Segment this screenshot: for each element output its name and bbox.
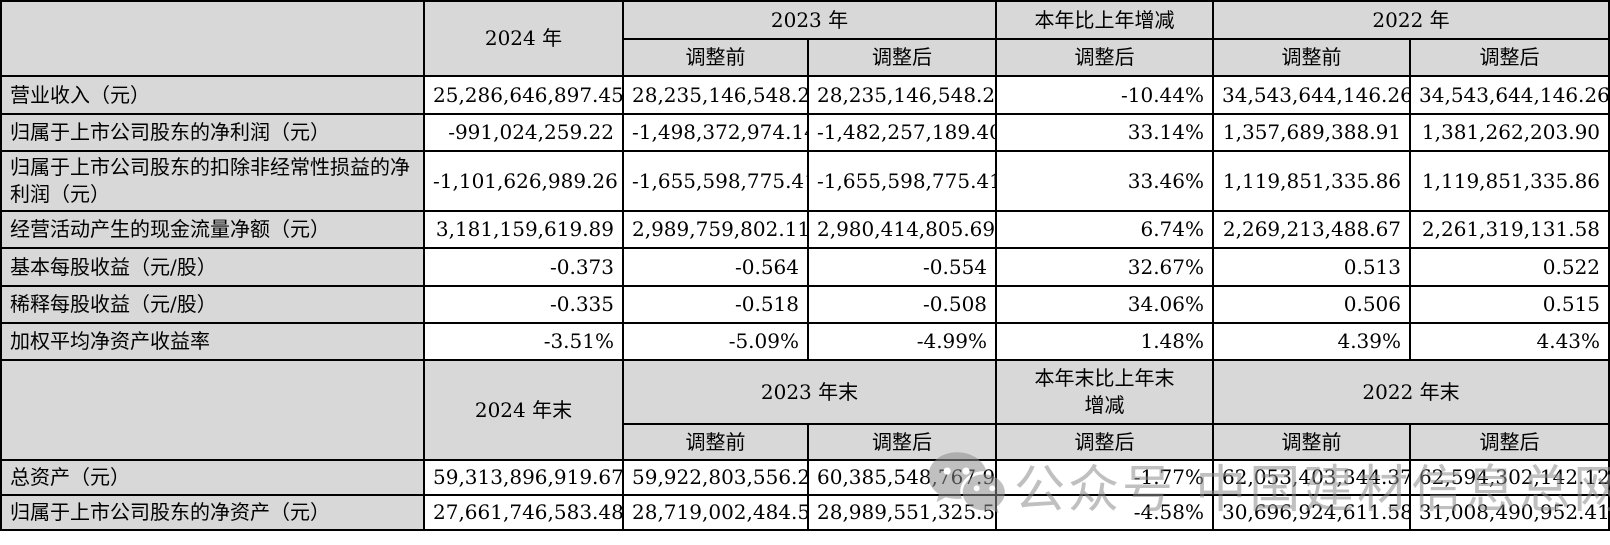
cell-2024: -0.335: [423, 285, 624, 324]
table-row: 归属于上市公司股东的净资产（元） 27,661,746,583.48 28,71…: [0, 494, 1610, 531]
cell-2023-post: -0.508: [806, 285, 998, 324]
subheader-2022-pre: 调整前: [1212, 423, 1412, 461]
cell-2023-post: 2,980,414,805.69: [806, 210, 998, 249]
row-label: 归属于上市公司股东的净资产（元）: [0, 494, 425, 531]
cell-change: 33.46%: [995, 150, 1215, 212]
cell-2022-post: 31,008,490,952.41: [1409, 494, 1610, 531]
subheader-2023-post: 调整后: [806, 38, 998, 77]
cell-2022-pre: 34,543,644,146.26: [1212, 75, 1412, 115]
cell-2023-post: -1,655,598,775.41: [806, 150, 998, 212]
cell-2024: 25,286,646,897.45: [423, 75, 624, 115]
table-row: 经营活动产生的现金流量净额（元） 3,181,159,619.89 2,989,…: [0, 210, 1610, 249]
col-header-2023-end: 2023 年末: [621, 359, 998, 425]
row-label: 归属于上市公司股东的净利润（元）: [0, 113, 425, 152]
cell-2023-pre: 28,235,146,548.20: [622, 75, 809, 115]
cell-2022-post: 34,543,644,146.26: [1409, 75, 1610, 115]
cell-change: -1.77%: [995, 459, 1215, 496]
col-header-2023: 2023 年: [621, 0, 998, 40]
subheader-2022-post: 调整后: [1409, 38, 1610, 77]
subheader-2023-pre: 调整前: [622, 423, 809, 461]
cell-2024: -0.373: [423, 247, 624, 287]
col-header-2024: 2024 年: [423, 0, 624, 77]
cell-2023-pre: -0.518: [622, 285, 809, 324]
cell-2023-pre: -1,498,372,974.14: [622, 113, 809, 152]
corner-cell: [0, 0, 425, 77]
cell-2022-post: 62,594,302,142.12: [1409, 459, 1610, 496]
row-label: 加权平均净资产收益率: [0, 322, 425, 361]
financial-summary-table: 2024 年 2023 年 本年比上年增减 2022 年 调整前 调整后 调整后…: [0, 0, 1610, 531]
table-row: 归属于上市公司股东的净利润（元） -991,024,259.22 -1,498,…: [0, 113, 1610, 152]
col-header-change: 本年比上年增减: [995, 0, 1215, 40]
cell-2022-post: 1,381,262,203.90: [1409, 113, 1610, 152]
cell-change: 33.14%: [995, 113, 1215, 152]
cell-2024: 59,313,896,919.67: [423, 459, 624, 496]
table-row: 基本每股收益（元/股） -0.373 -0.564 -0.554 32.67% …: [0, 247, 1610, 287]
subheader-change: 调整后: [995, 38, 1215, 77]
table-row: 稀释每股收益（元/股） -0.335 -0.518 -0.508 34.06% …: [0, 285, 1610, 324]
table-row: 加权平均净资产收益率 -3.51% -5.09% -4.99% 1.48% 4.…: [0, 322, 1610, 361]
cell-2023-post: 60,385,548,767.95: [806, 459, 998, 496]
row-label: 归属于上市公司股东的扣除非经常性损益的净利润（元）: [0, 150, 425, 212]
cell-2022-pre: 30,696,924,611.58: [1212, 494, 1412, 531]
cell-2023-pre: 28,719,002,484.52: [622, 494, 809, 531]
cell-2024: -991,024,259.22: [423, 113, 624, 152]
cell-change: 34.06%: [995, 285, 1215, 324]
header-row-adjust: 调整前 调整后 调整后 调整前 调整后: [1, 38, 1610, 77]
subheader-2022-post: 调整后: [1409, 423, 1610, 461]
cell-2024: 3,181,159,619.89: [423, 210, 624, 249]
cell-2024: -1,101,626,989.26: [423, 150, 624, 212]
header-row-adjust: 调整前 调整后 调整后 调整前 调整后: [1, 423, 1610, 461]
row-label: 稀释每股收益（元/股）: [0, 285, 425, 324]
col-header-2024-end: 2024 年末: [423, 359, 624, 461]
cell-2023-post: -0.554: [806, 247, 998, 287]
cell-2023-pre: -0.564: [622, 247, 809, 287]
table-row: 营业收入（元） 25,286,646,897.45 28,235,146,548…: [0, 75, 1610, 115]
header-row-yearend: 2024 年末 2023 年末 本年末比上年末 增减 2022 年末: [0, 359, 1610, 461]
cell-2022-post: 0.515: [1409, 285, 1610, 324]
cell-2022-pre: 0.506: [1212, 285, 1412, 324]
cell-2023-pre: -5.09%: [622, 322, 809, 361]
cell-2022-pre: 1,119,851,335.86: [1212, 150, 1412, 212]
cell-2023-pre: 59,922,803,556.22: [622, 459, 809, 496]
cell-2022-pre: 4.39%: [1212, 322, 1412, 361]
cell-2022-pre: 62,053,403,344.37: [1212, 459, 1412, 496]
cell-2024: -3.51%: [423, 322, 624, 361]
cell-2023-pre: -1,655,598,775.41: [622, 150, 809, 212]
cell-change: 1.48%: [995, 322, 1215, 361]
subheader-2023-post: 调整后: [806, 423, 998, 461]
row-label: 基本每股收益（元/股）: [0, 247, 425, 287]
cell-2024: 27,661,746,583.48: [423, 494, 624, 531]
subheader-2023-pre: 调整前: [622, 38, 809, 77]
cell-change: -10.44%: [995, 75, 1215, 115]
col-header-yearend-change: 本年末比上年末 增减: [995, 359, 1215, 425]
cell-2022-post: 4.43%: [1409, 322, 1610, 361]
subheader-change: 调整后: [995, 423, 1215, 461]
row-label: 经营活动产生的现金流量净额（元）: [0, 210, 425, 249]
cell-2023-post: -4.99%: [806, 322, 998, 361]
cell-2022-post: 2,261,319,131.58: [1409, 210, 1610, 249]
cell-change: -4.58%: [995, 494, 1215, 531]
cell-change: 6.74%: [995, 210, 1215, 249]
corner-cell: [0, 359, 425, 461]
table-row: 总资产（元） 59,313,896,919.67 59,922,803,556.…: [0, 459, 1610, 496]
table-row: 归属于上市公司股东的扣除非经常性损益的净利润（元） -1,101,626,989…: [0, 150, 1610, 212]
cell-2023-post: 28,235,146,548.20: [806, 75, 998, 115]
cell-change: 32.67%: [995, 247, 1215, 287]
cell-2022-post: 1,119,851,335.86: [1409, 150, 1610, 212]
cell-2022-pre: 2,269,213,488.67: [1212, 210, 1412, 249]
cell-2023-post: 28,989,551,325.51: [806, 494, 998, 531]
col-header-2022: 2022 年: [1212, 0, 1610, 40]
subheader-2022-pre: 调整前: [1212, 38, 1412, 77]
cell-2022-pre: 0.513: [1212, 247, 1412, 287]
cell-2022-pre: 1,357,689,388.91: [1212, 113, 1412, 152]
row-label: 营业收入（元）: [0, 75, 425, 115]
cell-2023-pre: 2,989,759,802.11: [622, 210, 809, 249]
cell-2022-post: 0.522: [1409, 247, 1610, 287]
header-row-years: 2024 年 2023 年 本年比上年增减 2022 年: [0, 0, 1610, 77]
cell-2023-post: -1,482,257,189.40: [806, 113, 998, 152]
col-header-2022-end: 2022 年末: [1212, 359, 1610, 425]
row-label: 总资产（元）: [0, 459, 425, 496]
